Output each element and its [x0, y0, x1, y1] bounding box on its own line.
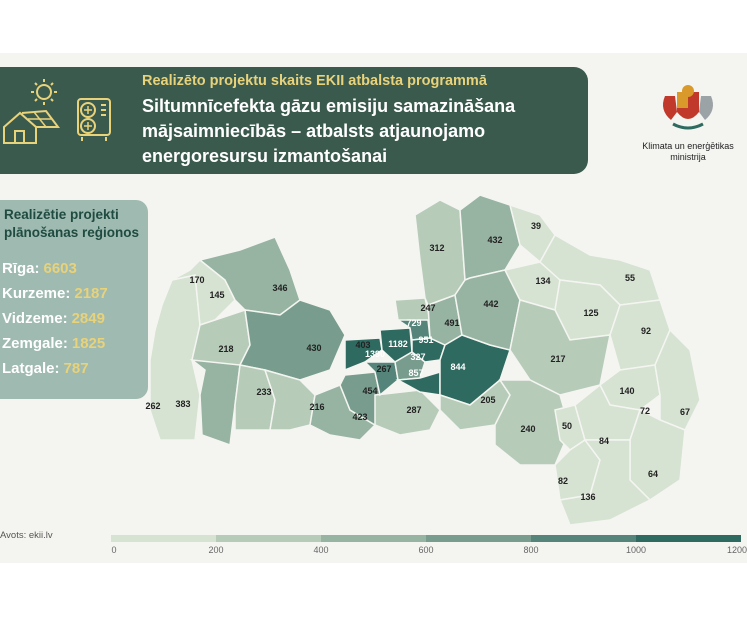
map-value-label: 1390: [365, 349, 385, 359]
map-value-label: 216: [309, 402, 324, 412]
map-value-label: 729: [406, 318, 421, 328]
region-name: Vidzeme:: [2, 310, 68, 327]
legend-tick: 800: [523, 545, 539, 555]
logo-caption-line1: Klimata un enerģētikas: [642, 141, 734, 151]
map-value-label: 432: [487, 235, 502, 245]
header-title: Siltumnīcefekta gāzu emisiju samazināšan…: [142, 96, 516, 166]
legend-tick: 200: [208, 545, 224, 555]
legend-segment: [216, 535, 321, 542]
map-value-label: 125: [583, 308, 598, 318]
map-value-label: 403: [355, 340, 370, 350]
region-value: 2187: [74, 285, 108, 302]
legend-segment: [531, 535, 636, 542]
legend-segment: [636, 535, 741, 542]
map-value-label: 233: [256, 387, 271, 397]
map-value-label: 247: [420, 303, 435, 313]
region-olaine: [363, 361, 399, 397]
region-value: 6603: [43, 260, 77, 277]
map-value-label: 346: [272, 283, 287, 293]
region-name: Kurzeme:: [2, 285, 71, 302]
map-value-label: 55: [625, 273, 635, 283]
map-value-label: 327: [410, 352, 425, 362]
map-value-label: 92: [641, 326, 651, 336]
region-jurmala: [344, 337, 383, 372]
region-name: Latgale:: [2, 360, 60, 377]
regions-panel: Realizētie projekti plānošanas reģionos …: [0, 200, 148, 399]
map-value-label: 170: [189, 275, 204, 285]
map-value-label: 383: [175, 399, 190, 409]
region-row-riga: Rīga: 6603: [2, 260, 77, 277]
ministry-logo: Klimata un enerģētikas ministrija: [640, 82, 736, 163]
region-value: 2849: [71, 310, 105, 327]
map-value-label: 82: [558, 476, 568, 486]
region-tukums: [238, 299, 346, 381]
map-value-label: 491: [444, 318, 459, 328]
map-value-label: 217: [550, 354, 565, 364]
region-name: Zemgale:: [2, 335, 68, 352]
legend-tick: 400: [313, 545, 329, 555]
map-value-label: 240: [520, 424, 535, 434]
map-value-label: 136: [580, 492, 595, 502]
map-value-label: 72: [640, 406, 650, 416]
region-row-latgale: Latgale: 787: [2, 360, 89, 377]
region-ogre: [439, 334, 511, 406]
map-value-label: 312: [429, 243, 444, 253]
legend-tick: 0: [111, 545, 117, 555]
region-marupe: [394, 351, 426, 381]
legend-tick: 1000: [625, 545, 647, 555]
header-subtitle: Realizēto projektu skaits EKII atbalsta …: [142, 73, 487, 89]
map-value-label: 218: [218, 344, 233, 354]
map-value-label: 84: [599, 436, 609, 446]
map-value-label: 442: [483, 299, 498, 309]
region-name: Rīga:: [2, 260, 40, 277]
map-value-label: 423: [352, 412, 367, 422]
legend-segment: [426, 535, 531, 542]
region-row-zemgale: Zemgale: 1825: [2, 335, 105, 352]
region-augsdaugava: [558, 439, 652, 526]
region-value: 1825: [71, 335, 106, 352]
map-value-label: 134: [535, 276, 550, 286]
map-value-label: 857: [408, 368, 423, 378]
heat-pump-icon: [77, 98, 111, 141]
map-value-label: 145: [209, 290, 224, 300]
map-value-label: 844: [450, 362, 465, 372]
region-row-kurzeme: Kurzeme: 2187: [2, 285, 108, 302]
legend-tick: 1200: [726, 545, 747, 555]
header-banner: Realizēto projektu skaits EKII atbalsta …: [0, 67, 588, 174]
region-jekabpils: [494, 379, 571, 466]
map-value-label: 50: [562, 421, 572, 431]
region-dobele: [263, 368, 316, 431]
map-value-label: 67: [680, 407, 690, 417]
legend-segment: [321, 535, 426, 542]
map-value-label: 267: [376, 364, 391, 374]
map-value-label: 1182: [388, 339, 408, 349]
map-value-label: 262: [145, 401, 160, 411]
map-value-label: 951: [418, 335, 433, 345]
region-row-vidzeme: Vidzeme: 2849: [2, 310, 105, 327]
map-value-label: 205: [480, 395, 495, 405]
house-solar-icon: [3, 79, 60, 144]
map-value-label: 140: [619, 386, 634, 396]
legend-segment: [111, 535, 216, 542]
logo-caption-line2: ministrija: [670, 152, 706, 162]
regions-title: Realizētie projekti plānošanas reģionos: [4, 207, 140, 240]
map-value-label: 287: [406, 405, 421, 415]
map-value-label: 454: [362, 386, 377, 396]
region-ludza: [654, 328, 701, 431]
map-value-label: 430: [306, 343, 321, 353]
coat-of-arms-icon: [663, 85, 713, 130]
map-value-label: 64: [648, 469, 658, 479]
region-value: 787: [63, 360, 89, 377]
map-value-label: 39: [531, 221, 541, 231]
source-text: Avots: ekii.lv: [0, 530, 53, 541]
legend-tick: 600: [418, 545, 434, 555]
